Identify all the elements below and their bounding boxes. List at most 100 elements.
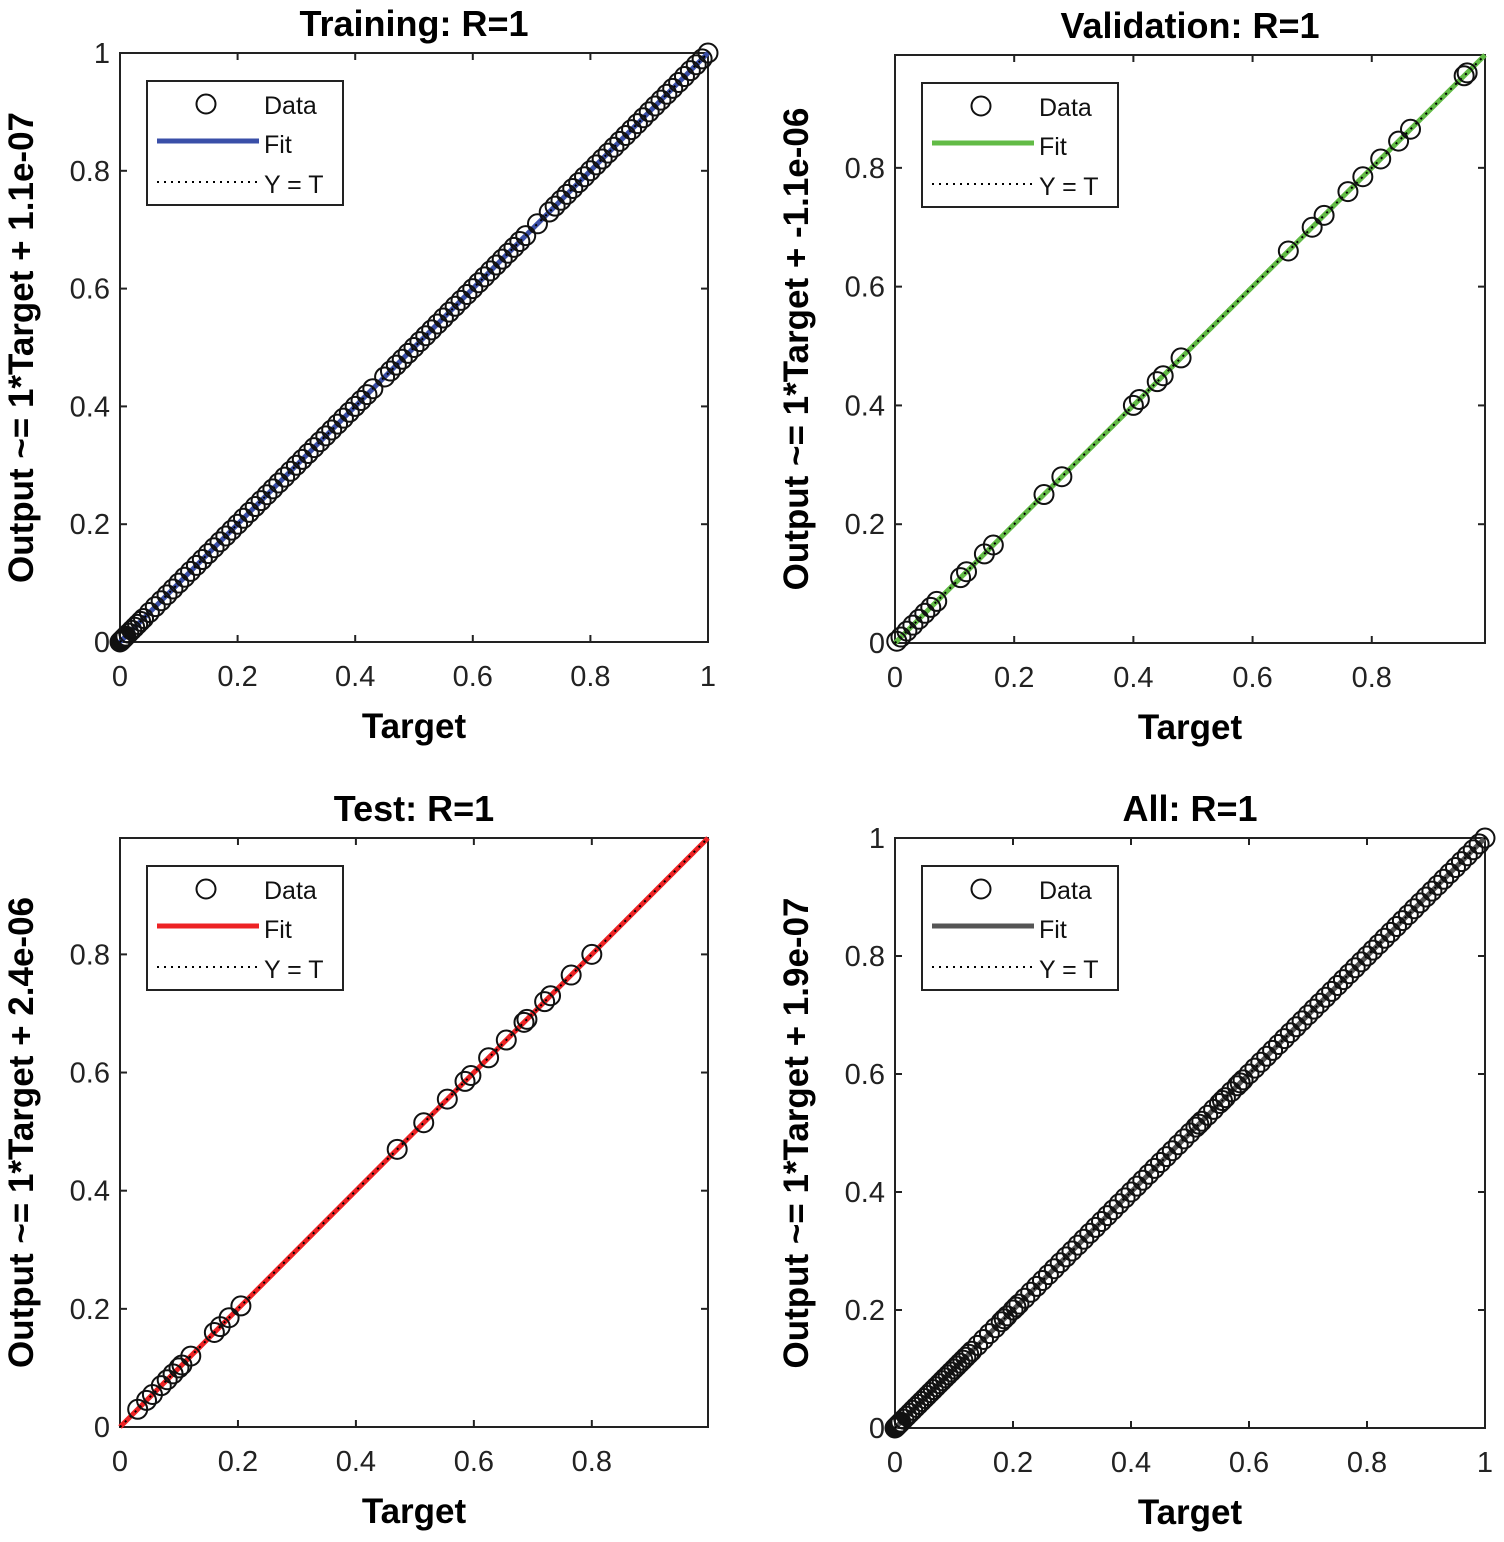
data-point [218, 1307, 240, 1329]
data-point [156, 584, 178, 606]
identity-line [894, 54, 1486, 644]
data-point [485, 254, 507, 276]
x-tick-label: 0.2 [993, 1447, 1033, 1479]
data-point [309, 431, 331, 453]
x-tick-label: 0 [887, 1447, 903, 1479]
data-point [291, 448, 313, 470]
data-point [227, 513, 249, 535]
x-tick-label: 0.8 [572, 1446, 612, 1478]
data-point [1456, 845, 1478, 867]
data-point [1008, 1293, 1030, 1315]
data-point [221, 519, 243, 541]
legend: Data Fit Y = T [146, 80, 344, 206]
data-point [890, 626, 912, 648]
chart-title: Validation: R=1 [1060, 5, 1319, 46]
data-point [1391, 910, 1413, 932]
data-point [386, 1138, 408, 1160]
y-axis-label: Output ~= 1*Target + -1.1e-06 [777, 108, 816, 591]
data-point [978, 1323, 1000, 1345]
data-point [1313, 204, 1335, 226]
legend-identity-label: Y = T [264, 956, 324, 984]
data-point [409, 331, 431, 353]
data-point [1450, 851, 1472, 873]
data-point [1209, 1092, 1230, 1114]
data-point [1032, 1269, 1053, 1291]
x-axis-label: Target [362, 1492, 467, 1531]
data-point [1102, 1199, 1124, 1221]
data-point [168, 572, 190, 594]
data-point [174, 566, 196, 588]
data-point [391, 348, 413, 370]
data-point [1126, 1175, 1148, 1197]
legend-fit-label: Fit [1039, 133, 1067, 161]
y-tick-label: 1 [94, 38, 110, 70]
data-point [403, 336, 425, 358]
data-point [1415, 886, 1437, 908]
data-point [967, 1334, 989, 1356]
data-point [568, 172, 590, 194]
data-point [427, 313, 449, 335]
data-point [1114, 1187, 1136, 1209]
data-point [1073, 1228, 1095, 1250]
legend-data-marker [195, 878, 217, 900]
x-tick-label: 0.8 [1347, 1447, 1387, 1479]
data-point [1132, 1169, 1154, 1191]
data-point [474, 266, 496, 288]
data-point [450, 289, 472, 311]
data-point [585, 154, 607, 176]
data-point [479, 260, 501, 282]
data-point [621, 119, 643, 141]
data-point [1456, 62, 1478, 84]
data-point [668, 71, 690, 93]
data-point [673, 66, 695, 88]
data-point [1061, 1240, 1083, 1262]
legend: Data Fit Y = T [146, 865, 344, 991]
data-point [1279, 1022, 1301, 1044]
data-point [138, 602, 160, 624]
data-point [297, 443, 319, 465]
data-point [1161, 1140, 1183, 1162]
y-tick-label: 0.2 [845, 1295, 885, 1327]
data-point [385, 354, 407, 376]
fit-line [893, 836, 1487, 1430]
data-point [497, 242, 519, 264]
y-tick-label: 0.4 [845, 1177, 885, 1209]
data-point [1350, 951, 1372, 973]
y-axis-label: Output ~= 1*Target + 2.4e-06 [2, 897, 41, 1368]
data-point [1386, 915, 1407, 937]
data-point [888, 1413, 910, 1435]
data-point [344, 395, 366, 417]
chart-title: Test: R=1 [334, 788, 494, 829]
y-tick-label: 0 [869, 1413, 885, 1445]
data-point [1167, 1134, 1189, 1156]
data-point [1197, 1104, 1219, 1126]
data-point [180, 560, 202, 582]
data-point [1085, 1216, 1107, 1238]
x-tick-label: 0 [112, 661, 128, 693]
data-point [1445, 856, 1466, 878]
data-point [581, 943, 603, 965]
data-point [397, 342, 419, 364]
data-point [1356, 945, 1378, 967]
data-point [1173, 1128, 1195, 1150]
data-point [908, 608, 930, 630]
data-point [150, 1375, 172, 1397]
data-point [203, 537, 225, 559]
data-point [1380, 921, 1402, 943]
data-point [956, 561, 978, 583]
data-point [961, 1340, 983, 1362]
data-point [1033, 484, 1055, 506]
data-point [982, 534, 1004, 556]
data-point [338, 401, 360, 423]
data-point [1238, 1063, 1260, 1085]
data-point [327, 413, 349, 435]
legend-fit-label: Fit [1039, 916, 1067, 944]
data-point [1433, 868, 1455, 890]
data-point [1352, 166, 1374, 188]
identity-line [119, 52, 709, 643]
panel-validation: 00 0.2 0.2 0.4 0.4 0.6 0.6 0.8 0.8 Data Fit Y = T Va… [777, 5, 1487, 747]
x-tick-label: 0.2 [994, 662, 1034, 694]
data-point [1262, 1039, 1284, 1061]
legend-data-label: Data [1039, 877, 1092, 905]
data-point [560, 964, 582, 986]
